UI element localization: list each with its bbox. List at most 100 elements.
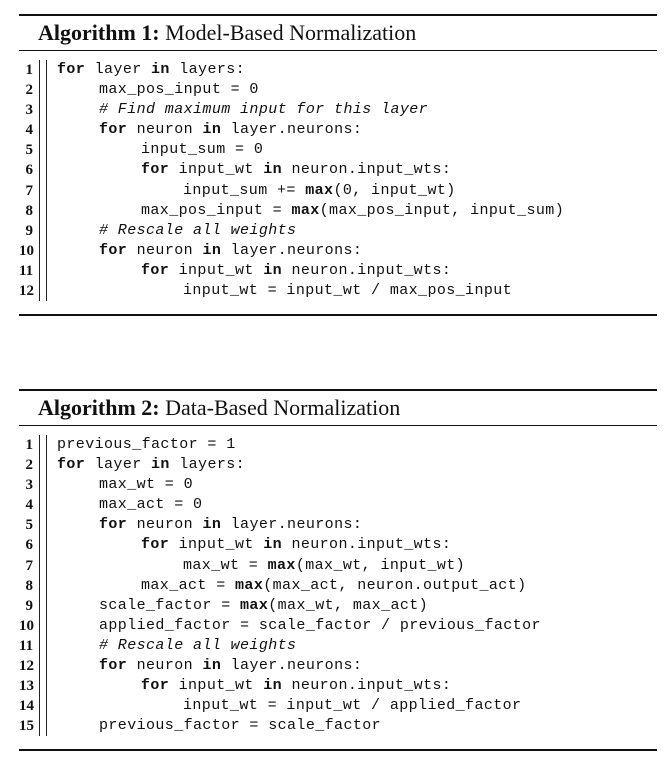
code-token: scale_factor =	[99, 596, 241, 614]
line-number: 1	[25, 437, 34, 453]
keyword: for	[141, 161, 170, 179]
line-number: 5	[25, 142, 34, 159]
line-number: 10	[19, 242, 34, 259]
keyword: for	[57, 456, 86, 474]
code-text: for neuron in layer.neurons:	[99, 515, 362, 535]
code-token: (max_wt, max_act)	[268, 596, 429, 614]
code-token: previous_factor = 1	[57, 436, 236, 453]
code-line: 4 for neuron in layer.neurons:	[19, 120, 657, 140]
keyword: in	[263, 261, 283, 279]
bottom-rule	[19, 749, 657, 752]
algorithm-label: Algorithm 2:	[38, 395, 160, 420]
code-text: for input_wt in neuron.input_wts:	[141, 535, 451, 555]
code-token: neuron.input_wts:	[282, 161, 452, 179]
line-number: 2	[25, 82, 34, 99]
code-text: applied_factor = scale_factor / previous…	[99, 616, 541, 636]
code-token: max_act = 0	[99, 496, 203, 514]
code-line: 9 # Rescale all weights	[19, 221, 657, 241]
code-token: layer.neurons:	[221, 516, 363, 534]
algorithm-name: Data-Based Normalization	[165, 395, 401, 420]
code-token: input_wt = input_wt / max_pos_input	[183, 282, 513, 300]
code-line: 14 input_wt = input_wt / applied_factor	[19, 696, 657, 716]
code-line: 4 max_act = 0	[19, 495, 657, 515]
keyword: max	[291, 201, 320, 219]
line-number: 2	[25, 457, 34, 474]
code-listing: 1 previous_factor = 1 2 for layer in layers…	[19, 426, 657, 749]
code-line: 12 for neuron in layer.neurons:	[19, 656, 657, 676]
code-line: 2 for layer in layers:	[19, 455, 657, 475]
code-line: 11 # Rescale all weights	[19, 636, 657, 656]
code-line: 3 max_wt = 0	[19, 475, 657, 495]
code-text: for layer in layers:	[57, 455, 245, 475]
top-rule	[19, 14, 657, 16]
code-text: # Find maximum input for this layer	[99, 100, 428, 120]
keyword: in	[263, 536, 283, 554]
code-token: (max_act, neuron.output_act)	[263, 576, 527, 594]
algorithm-name: Model-Based Normalization	[165, 20, 417, 45]
keyword: max	[305, 181, 334, 199]
code-text: for neuron in layer.neurons:	[99, 656, 362, 676]
code-token: previous_factor = scale_factor	[99, 717, 382, 735]
line-number: 4	[25, 497, 34, 514]
line-number: 15	[19, 718, 34, 735]
code-token: layer.neurons:	[221, 241, 363, 259]
code-text: max_pos_input = 0	[99, 80, 259, 100]
comment: # Rescale all weights	[99, 221, 297, 239]
line-number-separator	[39, 60, 47, 302]
line-number: 9	[25, 222, 34, 239]
algorithm-1-block: Algorithm 1: Model-Based Normalization 1…	[19, 14, 657, 317]
algorithm-title: Algorithm 1: Model-Based Normalization	[19, 16, 657, 50]
keyword: in	[263, 161, 283, 179]
code-token: layers:	[169, 456, 246, 474]
code-line: 7 max_wt = max(max_wt, input_wt)	[19, 556, 657, 576]
code-line: 2 max_pos_input = 0	[19, 80, 657, 100]
keyword: max	[235, 576, 264, 594]
code-token: neuron.input_wts:	[282, 536, 452, 554]
code-token: input_wt	[169, 536, 264, 554]
keyword: in	[202, 241, 222, 259]
code-text: for neuron in layer.neurons:	[99, 241, 362, 261]
keyword: in	[151, 61, 170, 78]
code-text: for input_wt in neuron.input_wts:	[141, 261, 451, 281]
line-number: 4	[25, 122, 34, 139]
code-token: neuron.input_wts:	[282, 677, 452, 695]
code-token: input_wt	[169, 261, 264, 279]
line-number: 3	[25, 477, 34, 494]
code-token: input_wt	[169, 677, 264, 695]
code-line: 5 for neuron in layer.neurons:	[19, 515, 657, 535]
code-token: max_pos_input =	[141, 201, 292, 219]
code-text: # Rescale all weights	[99, 636, 296, 656]
code-text: input_sum = 0	[141, 140, 263, 160]
code-text: for layer in layers:	[57, 60, 245, 80]
code-text: for input_wt in neuron.input_wts:	[141, 676, 451, 696]
keyword: for	[99, 516, 128, 534]
code-line: 7 input_sum += max(0, input_wt)	[19, 181, 657, 201]
keyword: for	[57, 61, 86, 78]
code-token: neuron	[127, 516, 203, 534]
keyword: in	[202, 657, 222, 675]
code-line: 9 scale_factor = max(max_wt, max_act)	[19, 596, 657, 616]
code-text: previous_factor = 1	[57, 435, 236, 455]
code-line: 8 max_pos_input = max(max_pos_input, inpu…	[19, 201, 657, 221]
code-text: max_wt = 0	[99, 475, 193, 495]
code-token: layer	[85, 456, 152, 474]
code-line: 15 previous_factor = scale_factor	[19, 716, 657, 736]
keyword: for	[99, 121, 128, 139]
code-line: 1 previous_factor = 1	[19, 435, 657, 455]
code-line: 12 input_wt = input_wt / max_pos_input	[19, 281, 657, 301]
code-text: input_wt = input_wt / applied_factor	[183, 696, 521, 716]
algorithm-title: Algorithm 2: Data-Based Normalization	[19, 391, 657, 425]
code-text: scale_factor = max(max_wt, max_act)	[99, 596, 428, 616]
comment: # Find maximum input for this layer	[99, 101, 429, 119]
line-number: 12	[19, 658, 34, 675]
code-text: for neuron in layer.neurons:	[99, 120, 362, 140]
code-token: applied_factor = scale_factor / previous…	[99, 616, 541, 634]
code-token: layer	[85, 61, 152, 78]
code-token: input_sum +=	[183, 181, 306, 199]
code-text: for input_wt in neuron.input_wts:	[141, 160, 451, 180]
title-rule	[19, 425, 657, 426]
line-number: 10	[19, 617, 34, 634]
keyword: for	[141, 261, 170, 279]
code-line: 8 max_act = max(max_act, neuron.output_ac…	[19, 576, 657, 596]
